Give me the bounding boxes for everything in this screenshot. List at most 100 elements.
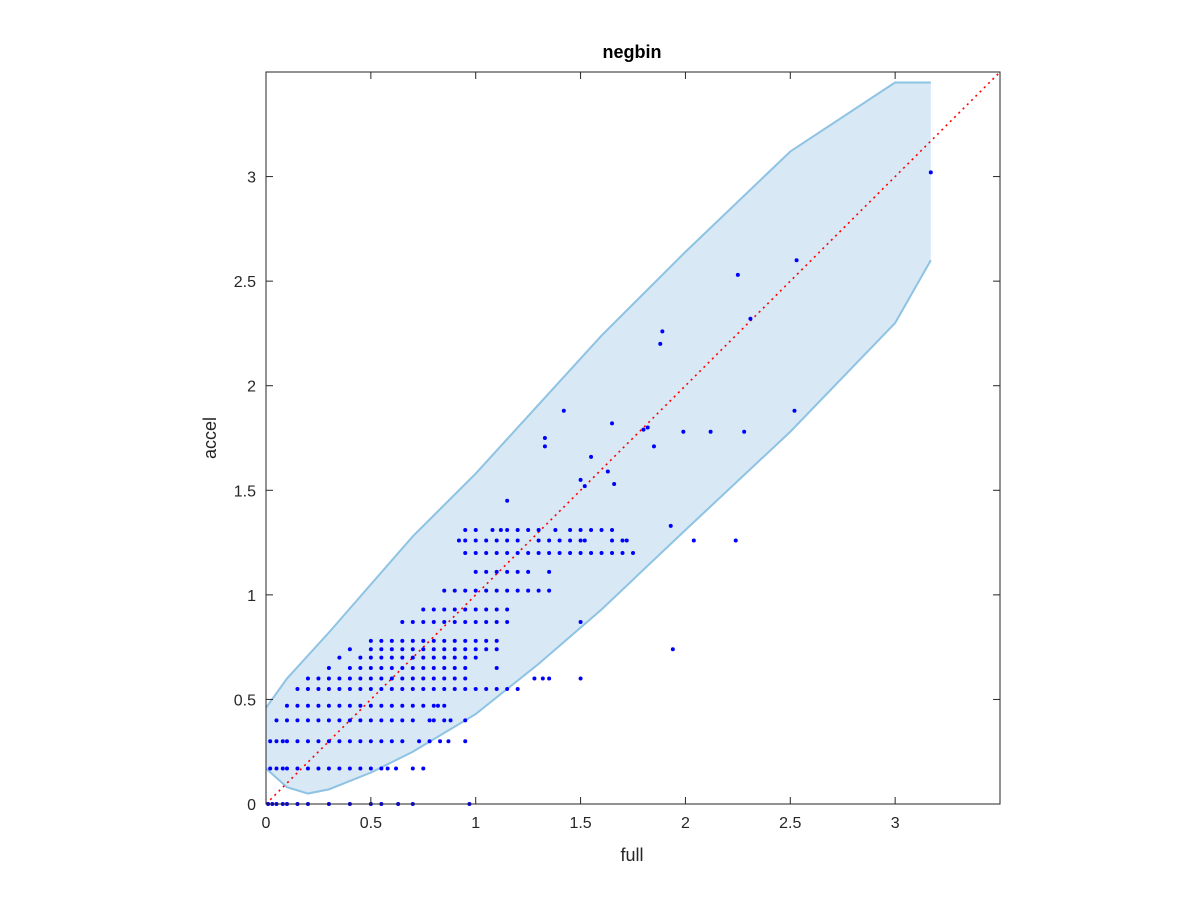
data-point (463, 607, 468, 612)
data-point (651, 444, 656, 449)
data-point (515, 538, 520, 543)
data-point (484, 569, 489, 574)
data-point (431, 703, 436, 708)
y-tick-label: 0 (247, 797, 256, 814)
data-point (431, 607, 436, 612)
data-point (442, 666, 447, 671)
data-point (463, 588, 468, 593)
data-point (610, 538, 615, 543)
data-point (748, 316, 753, 321)
data-point (561, 408, 566, 413)
data-point (358, 666, 363, 671)
data-point (452, 666, 457, 671)
data-point (792, 408, 797, 413)
data-point (610, 528, 615, 533)
data-point (494, 638, 499, 643)
data-point (658, 341, 663, 346)
band-lower-edge (265, 259, 932, 795)
data-point (389, 703, 394, 708)
data-point (421, 666, 426, 671)
data-point (463, 739, 468, 744)
data-point (484, 638, 489, 643)
data-point (268, 766, 273, 771)
data-point (431, 676, 436, 681)
data-point (536, 528, 541, 533)
data-point (463, 655, 468, 660)
data-point (358, 718, 363, 723)
data-point (536, 551, 541, 556)
data-point (410, 766, 415, 771)
data-point (337, 718, 342, 723)
data-point (473, 588, 478, 593)
data-point (389, 655, 394, 660)
band-fill (266, 82, 931, 794)
data-point (284, 718, 289, 723)
data-point (358, 739, 363, 744)
data-point (274, 739, 279, 744)
data-point (358, 655, 363, 660)
data-point (389, 638, 394, 643)
data-point (431, 655, 436, 660)
data-point (337, 766, 342, 771)
data-point (515, 588, 520, 593)
data-point (400, 686, 405, 691)
data-point (691, 538, 696, 543)
data-point (536, 538, 541, 543)
data-point (442, 718, 447, 723)
data-point (421, 703, 426, 708)
data-point (400, 620, 405, 625)
data-point (347, 686, 352, 691)
data-point (505, 551, 510, 556)
data-point (421, 620, 426, 625)
data-point (463, 551, 468, 556)
data-point (400, 638, 405, 643)
data-point (463, 638, 468, 643)
data-point (794, 258, 799, 263)
data-point (463, 686, 468, 691)
data-point (305, 703, 310, 708)
data-point (547, 676, 552, 681)
data-point (326, 739, 331, 744)
data-point (400, 703, 405, 708)
data-point (578, 528, 583, 533)
data-point (547, 551, 552, 556)
data-point (379, 718, 384, 723)
data-point (280, 739, 285, 744)
data-point (578, 538, 583, 543)
data-point (599, 528, 604, 533)
data-point (494, 666, 499, 671)
data-point (473, 686, 478, 691)
data-point (456, 538, 461, 543)
data-point (295, 766, 300, 771)
y-tick-label: 3 (247, 170, 256, 187)
data-point (389, 676, 394, 681)
data-point (473, 538, 478, 543)
data-point (442, 638, 447, 643)
x-tick-label: 2 (681, 815, 690, 832)
data-point (668, 523, 673, 528)
data-point (305, 676, 310, 681)
data-point (505, 498, 510, 503)
data-point (582, 538, 587, 543)
data-point (553, 528, 558, 533)
data-point (347, 766, 352, 771)
data-point (473, 647, 478, 652)
data-point (557, 538, 562, 543)
data-point (431, 686, 436, 691)
data-point (645, 425, 650, 430)
y-tick-label: 1 (247, 588, 256, 605)
data-point (442, 620, 447, 625)
data-point (452, 620, 457, 625)
data-point (484, 620, 489, 625)
data-point (305, 739, 310, 744)
data-point (708, 429, 713, 434)
data-point (295, 703, 300, 708)
data-point (515, 551, 520, 556)
data-point (484, 607, 489, 612)
data-point (442, 686, 447, 691)
data-point (379, 638, 384, 643)
data-point (494, 551, 499, 556)
data-point (547, 538, 552, 543)
data-point (389, 718, 394, 723)
data-point (589, 528, 594, 533)
